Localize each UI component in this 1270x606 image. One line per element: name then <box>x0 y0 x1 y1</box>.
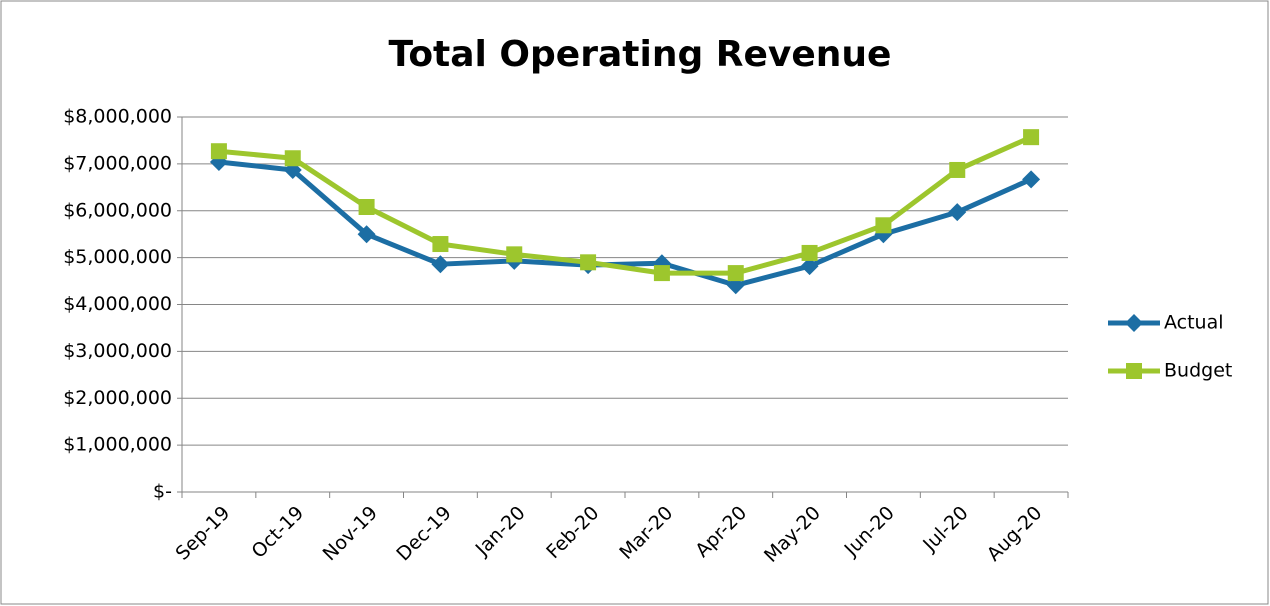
data-point <box>358 199 375 215</box>
legend-label: Budget <box>1164 360 1232 382</box>
data-point <box>210 143 227 160</box>
data-point <box>875 217 892 234</box>
legend-marker <box>1125 314 1143 332</box>
y-tick-label: $2,000,000 <box>63 387 172 409</box>
data-point <box>580 254 597 271</box>
y-tick-label: $- <box>153 481 172 503</box>
data-point <box>948 203 967 222</box>
legend-marker <box>1126 363 1142 379</box>
y-tick-label: $7,000,000 <box>63 152 172 174</box>
data-point <box>1023 129 1040 146</box>
data-point <box>431 255 450 274</box>
data-point <box>357 225 376 244</box>
data-point <box>949 161 966 178</box>
chart-title: Total Operating Revenue <box>389 34 892 75</box>
y-tick-label: $1,000,000 <box>63 434 172 456</box>
data-point <box>653 265 670 282</box>
series-line <box>218 159 1033 288</box>
legend-label: Actual <box>1164 312 1224 334</box>
data-point <box>432 236 449 253</box>
y-tick-label: $5,000,000 <box>63 246 172 268</box>
data-point <box>1022 170 1041 189</box>
y-tick-label: $4,000,000 <box>63 293 172 315</box>
y-tick-label: $3,000,000 <box>63 340 172 362</box>
data-point <box>801 244 818 261</box>
data-point <box>727 265 744 282</box>
data-point <box>800 257 819 276</box>
y-tick-label: $8,000,000 <box>63 106 172 128</box>
y-tick-label: $6,000,000 <box>63 199 172 221</box>
series-line <box>218 134 1033 276</box>
data-point <box>506 246 523 263</box>
data-point <box>284 150 301 167</box>
